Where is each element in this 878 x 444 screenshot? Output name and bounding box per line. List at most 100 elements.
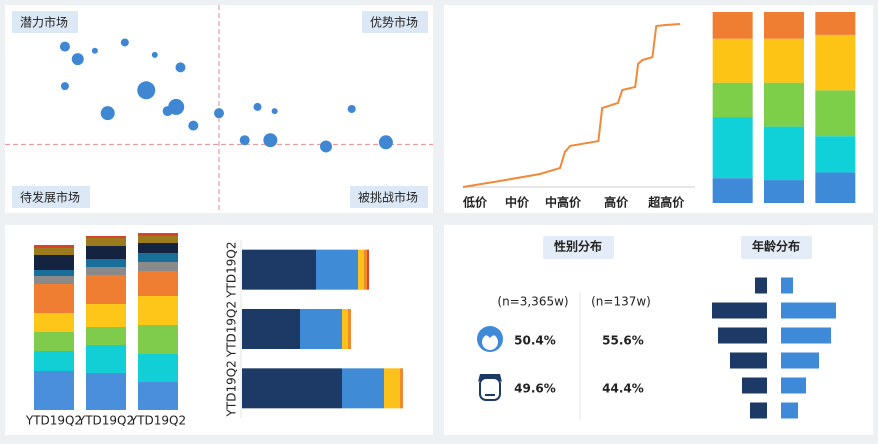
bar-segment (86, 236, 126, 238)
bar-segment (348, 309, 351, 349)
bubble (239, 135, 250, 146)
bar-segment (86, 327, 126, 345)
bubble (263, 133, 278, 148)
y-tick-label: YTD19Q2 (225, 301, 239, 358)
bar-segment (342, 309, 348, 349)
bubble (59, 41, 70, 52)
quadrant-label: 潜力市场 (20, 15, 68, 30)
bar-right (781, 327, 831, 344)
bar-segment (342, 368, 384, 409)
quadrant-label-bg (12, 186, 90, 208)
table-title: 性别分布 (553, 239, 602, 254)
bar-segment (712, 82, 753, 118)
y-tick-label: YTD19Q2 (225, 242, 239, 299)
bar-segment (34, 351, 74, 371)
bar-segment (138, 296, 178, 325)
bar-segment (384, 368, 400, 409)
cell: 50.4% (514, 334, 556, 348)
bar-left (718, 327, 767, 344)
bubble (253, 102, 262, 111)
bar-left (750, 402, 767, 419)
quadrant-label: 待发展市场 (20, 190, 80, 205)
x-tick-label: YTD19Q2 (77, 414, 134, 428)
bar-segment (242, 249, 316, 290)
quadrant-label: 被挑战市场 (358, 190, 418, 205)
bar-segment (138, 262, 178, 271)
bar-segment (138, 354, 178, 382)
y-tick-label: YTD19Q2 (225, 360, 239, 417)
bar-segment (815, 172, 856, 203)
bar-segment (367, 249, 369, 290)
bar-segment (712, 178, 753, 203)
bar-segment (815, 90, 856, 137)
bubble (71, 53, 84, 66)
x-tick-label: 低价 (462, 195, 488, 210)
bar-segment (138, 271, 178, 296)
x-tick-label: 中价 (505, 195, 530, 210)
bar-segment (138, 325, 178, 354)
bubble (151, 51, 158, 58)
bar-segment (86, 267, 126, 275)
bar-segment (34, 255, 74, 270)
bar-segment (764, 126, 804, 181)
bar-segment (34, 245, 74, 248)
line (462, 23, 681, 188)
x-tick-label: 中高价 (545, 195, 582, 210)
bar-segment (764, 82, 804, 127)
bar-segment (138, 236, 178, 243)
bar-segment (242, 309, 300, 349)
bar-segment (358, 249, 364, 290)
bar-segment (815, 12, 856, 35)
bubble (271, 108, 278, 115)
bar-left (742, 377, 767, 394)
bubble (91, 47, 98, 54)
bar-segment (86, 275, 126, 304)
bar-segment (764, 38, 804, 83)
bubble (188, 120, 199, 131)
bar-segment (316, 249, 358, 290)
bubble (347, 105, 356, 113)
bar-segment (34, 313, 74, 332)
bar-segment (34, 332, 74, 351)
bar-segment (34, 248, 74, 255)
bar-segment (300, 309, 342, 349)
column-header: (n=3,365w) (497, 295, 568, 309)
bar-left (730, 352, 767, 369)
bubble (168, 98, 185, 115)
bubble (320, 140, 332, 153)
x-tick-label: 高价 (604, 195, 629, 210)
bubble (137, 81, 156, 100)
quadrant-label-bg (12, 11, 78, 33)
chart-title: 年龄分布 (752, 239, 800, 254)
x-tick-label: YTD19Q2 (129, 414, 186, 428)
bar-segment (138, 253, 178, 262)
female-icon (477, 326, 503, 352)
bar-segment (764, 12, 804, 39)
bar-segment (138, 382, 178, 410)
cell: 55.6% (602, 334, 644, 348)
bar-segment (86, 259, 126, 267)
bar-segment (34, 270, 74, 276)
bubble (378, 135, 393, 150)
bar-segment (364, 249, 367, 290)
bar-segment (712, 38, 753, 83)
bar-right (781, 277, 793, 294)
bar-segment (34, 276, 74, 284)
column-header: (n=137w) (591, 295, 651, 309)
bar-left (755, 277, 767, 294)
title-bg (543, 236, 614, 259)
bar-right (781, 352, 819, 369)
bar-segment (815, 136, 856, 173)
bar-segment (138, 233, 178, 236)
bar-segment (815, 34, 856, 91)
bar-segment (242, 368, 342, 409)
bar-segment (86, 304, 126, 327)
title-bg (741, 236, 812, 259)
bar-left (712, 302, 767, 319)
x-tick-label: 超高价 (647, 195, 685, 210)
bar-segment (34, 284, 74, 313)
bar-right (781, 402, 798, 419)
bar-segment (138, 243, 178, 253)
panel (444, 5, 873, 213)
